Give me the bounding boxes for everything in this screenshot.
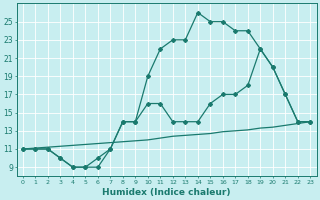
X-axis label: Humidex (Indice chaleur): Humidex (Indice chaleur) (102, 188, 231, 197)
